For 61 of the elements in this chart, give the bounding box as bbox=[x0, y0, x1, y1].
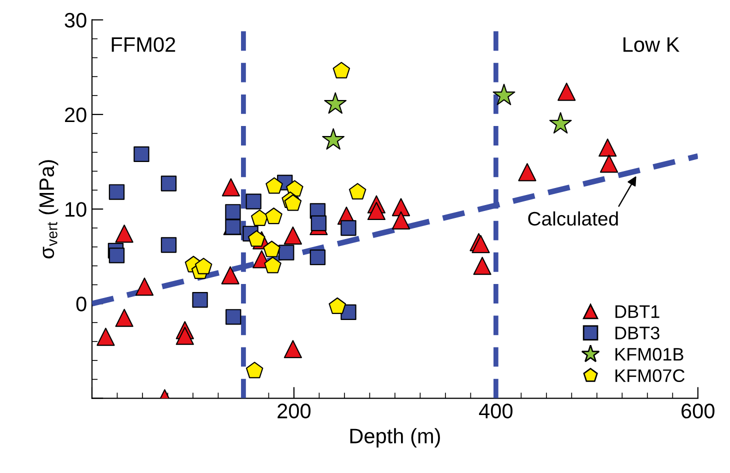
point bbox=[324, 92, 347, 114]
point bbox=[194, 258, 212, 274]
point bbox=[108, 184, 125, 200]
legend-label: KFM01B bbox=[615, 348, 684, 361]
point bbox=[558, 82, 576, 101]
point bbox=[115, 224, 134, 243]
point bbox=[248, 230, 266, 247]
point bbox=[332, 62, 350, 78]
point bbox=[392, 211, 410, 230]
point bbox=[328, 297, 346, 314]
point bbox=[284, 340, 302, 358]
point bbox=[263, 240, 280, 258]
annotation: Low K bbox=[624, 37, 680, 52]
point bbox=[115, 308, 134, 327]
point bbox=[340, 220, 356, 236]
point bbox=[473, 256, 492, 275]
point bbox=[284, 194, 302, 211]
point bbox=[284, 226, 302, 245]
point bbox=[367, 202, 386, 220]
point bbox=[266, 177, 283, 194]
point bbox=[134, 146, 150, 162]
y-tick-label: 30 bbox=[64, 12, 86, 28]
point bbox=[160, 237, 177, 253]
point bbox=[549, 112, 572, 134]
point bbox=[492, 84, 516, 106]
point bbox=[264, 256, 282, 274]
x-tick-label: 400 bbox=[479, 404, 512, 418]
y-tick-label: 10 bbox=[66, 202, 86, 217]
point bbox=[108, 248, 125, 264]
point bbox=[160, 176, 177, 192]
point bbox=[192, 292, 208, 308]
point bbox=[322, 128, 345, 150]
legend-label: KFM07C bbox=[615, 369, 685, 382]
point bbox=[96, 328, 115, 346]
y-tick-label: 20 bbox=[64, 107, 86, 122]
point bbox=[310, 249, 326, 266]
point bbox=[598, 138, 617, 157]
point bbox=[518, 163, 536, 182]
point bbox=[222, 178, 240, 196]
legend-label: DBT3 bbox=[615, 326, 660, 340]
x-tick-label: 200 bbox=[278, 404, 311, 418]
point bbox=[250, 209, 268, 226]
point bbox=[265, 208, 282, 224]
point bbox=[221, 266, 240, 284]
point bbox=[225, 204, 241, 220]
y-tick-label: 0 bbox=[76, 296, 86, 312]
point bbox=[135, 278, 154, 296]
point bbox=[176, 326, 194, 345]
annotation: Calculated bbox=[528, 211, 618, 226]
annotation: FFM02 bbox=[112, 37, 176, 52]
point bbox=[600, 154, 618, 173]
point bbox=[226, 309, 242, 325]
legend-label: DBT1 bbox=[615, 305, 660, 318]
point bbox=[278, 244, 294, 260]
y-axis-title: σ$_{vert}$ (MPa) bbox=[38, 160, 58, 258]
point bbox=[348, 182, 366, 200]
x-tick-label: 600 bbox=[682, 404, 714, 418]
point bbox=[246, 362, 264, 378]
point bbox=[310, 215, 327, 232]
x-axis-title: Depth (m) bbox=[350, 428, 440, 448]
point bbox=[246, 194, 262, 210]
